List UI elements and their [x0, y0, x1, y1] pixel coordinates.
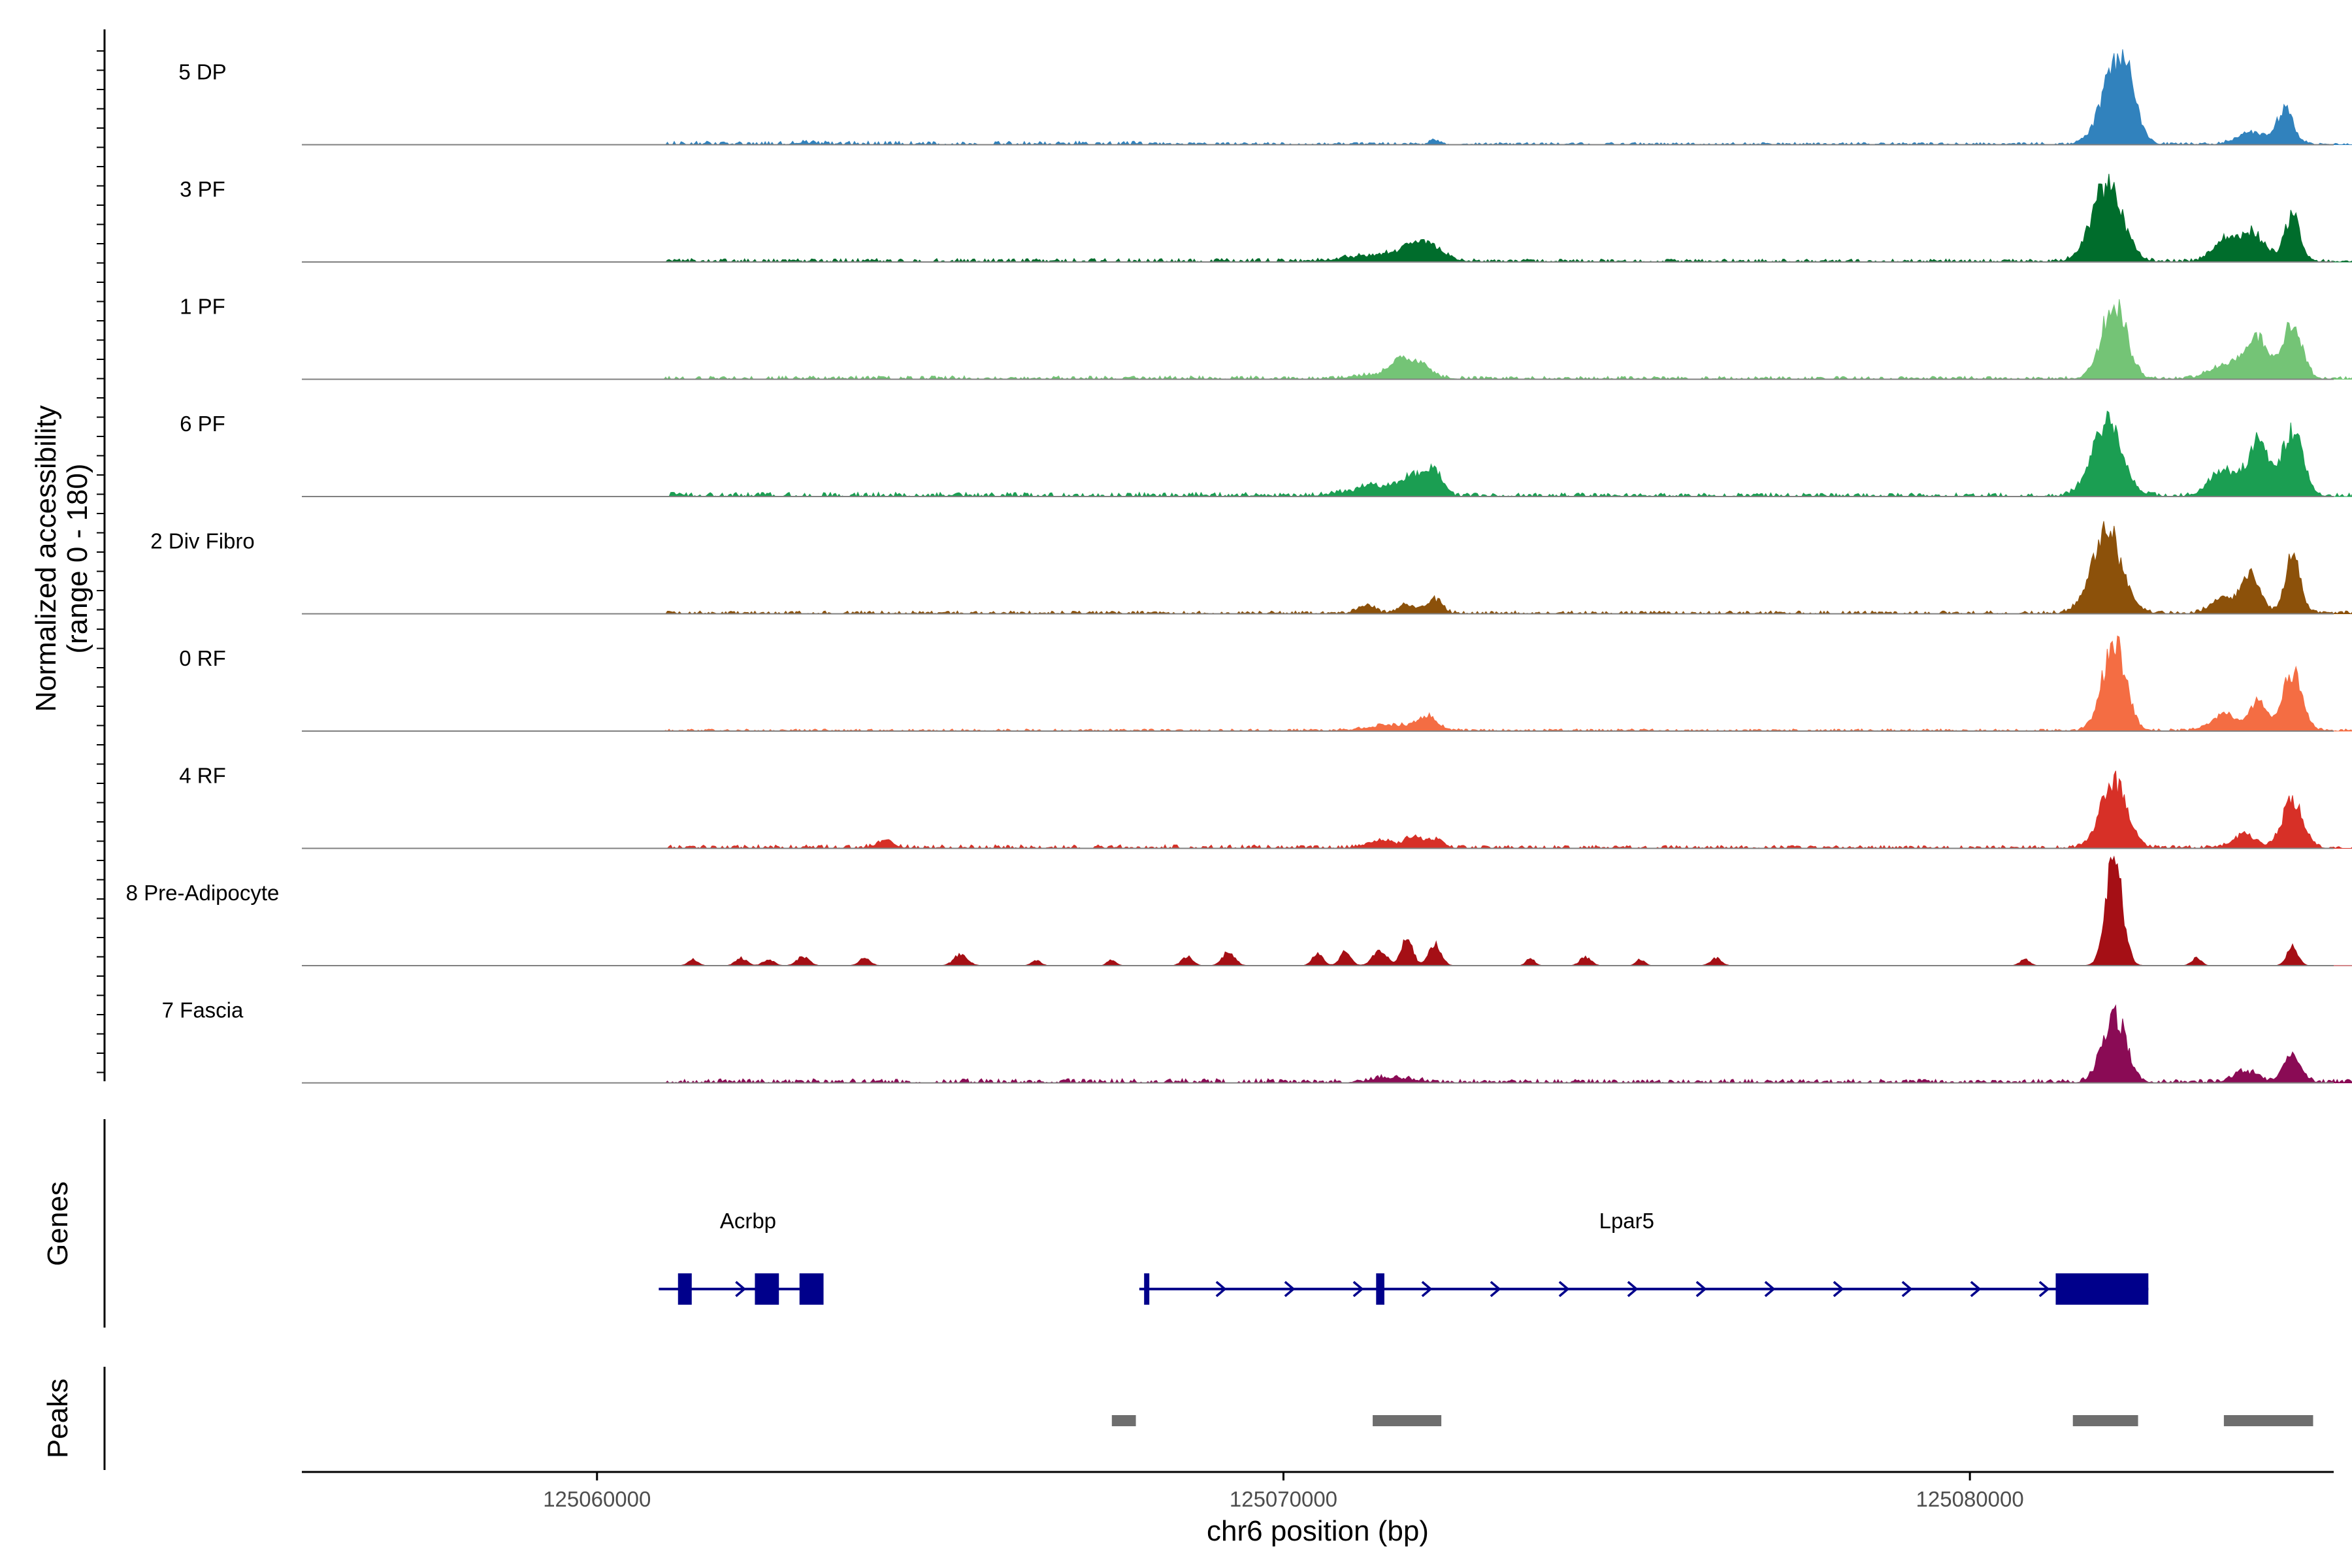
peaks-panel-title: Peaks — [42, 1379, 74, 1458]
track-6-pf: 6 PF — [180, 410, 2352, 498]
coverage-area — [662, 173, 2352, 263]
strand-arrow — [1558, 1281, 1570, 1298]
gene-exon — [799, 1273, 824, 1305]
coverage-y-axis-ticks — [97, 50, 105, 1073]
gene-exon — [678, 1273, 692, 1305]
strand-arrow — [1490, 1281, 1501, 1298]
gene-label: Acrbp — [720, 1209, 776, 1233]
strand-arrow — [1833, 1281, 1844, 1298]
strand-arrow — [1284, 1281, 1296, 1298]
peak-region — [1111, 1415, 1136, 1426]
track-label: 0 RF — [179, 646, 226, 670]
peak-region — [2072, 1415, 2138, 1426]
x-tick-label: 125060000 — [543, 1487, 651, 1511]
track-3-pf: 3 PF — [180, 173, 2352, 263]
track-label: 5 DP — [178, 60, 226, 84]
track-2-div-fibro: 2 Div Fibro — [150, 521, 2352, 615]
peak-region — [2223, 1415, 2313, 1426]
gene-exon — [755, 1273, 779, 1305]
coverage-tracks: 5 DP 3 PF 1 PF 6 PF 2 Div Fibro 0 RF 4 RF 8 Pre… — [126, 49, 2352, 1084]
gene-annotation-track: Acrbp Lpar5 — [659, 1209, 2149, 1305]
gene-exon — [2055, 1273, 2149, 1305]
strand-arrow — [1215, 1281, 1227, 1298]
gene-acrbp: Acrbp — [659, 1209, 824, 1305]
genes-panel-title: Genes — [42, 1181, 74, 1266]
gene-exon — [1144, 1273, 1150, 1305]
x-tick-label: 125080000 — [1916, 1487, 2024, 1511]
strand-arrow — [1764, 1281, 1776, 1298]
strand-arrow — [735, 1281, 747, 1298]
strand-arrow — [1970, 1281, 1982, 1298]
peak-region — [1373, 1415, 1442, 1426]
strand-arrow — [1352, 1281, 1364, 1298]
track-5-dp: 5 DP — [178, 49, 2352, 146]
track-0-rf: 0 RF — [179, 635, 2352, 732]
track-label: 6 PF — [180, 412, 225, 436]
track-label: 4 RF — [179, 764, 226, 788]
gene-lpar5: Lpar5 — [1139, 1209, 2149, 1305]
track-4-rf: 4 RF — [179, 764, 2352, 849]
strand-arrow — [1421, 1281, 1433, 1298]
gene-label: Lpar5 — [1599, 1209, 1654, 1233]
strand-arrow — [2038, 1281, 2050, 1298]
strand-arrow — [1695, 1281, 1707, 1298]
strand-arrow — [1901, 1281, 1913, 1298]
track-label: 2 Div Fibro — [150, 529, 255, 553]
x-tick-label: 125070000 — [1230, 1487, 1337, 1511]
track-8-pre-adipocyte: 8 Pre-Adipocyte — [126, 855, 2352, 966]
track-label: 3 PF — [180, 177, 225, 201]
y-axis-title-line2: (range 0 - 180) — [61, 463, 93, 653]
x-axis-ticks: 125060000 125070000 125080000 — [543, 1472, 2024, 1511]
gene-exon — [1376, 1273, 1384, 1305]
track-1-pf: 1 PF — [180, 295, 2352, 380]
track-7-fascia: 7 Fascia — [162, 998, 2352, 1084]
peak-annotation-track — [1111, 1415, 2313, 1426]
track-label: 7 Fascia — [162, 998, 244, 1022]
track-label: 8 Pre-Adipocyte — [126, 881, 280, 905]
y-axis-title-line1: Normalized accessibility — [30, 405, 62, 711]
x-axis-title: chr6 position (bp) — [1207, 1515, 1429, 1547]
track-label: 1 PF — [180, 295, 225, 319]
strand-arrow — [1627, 1281, 1639, 1298]
